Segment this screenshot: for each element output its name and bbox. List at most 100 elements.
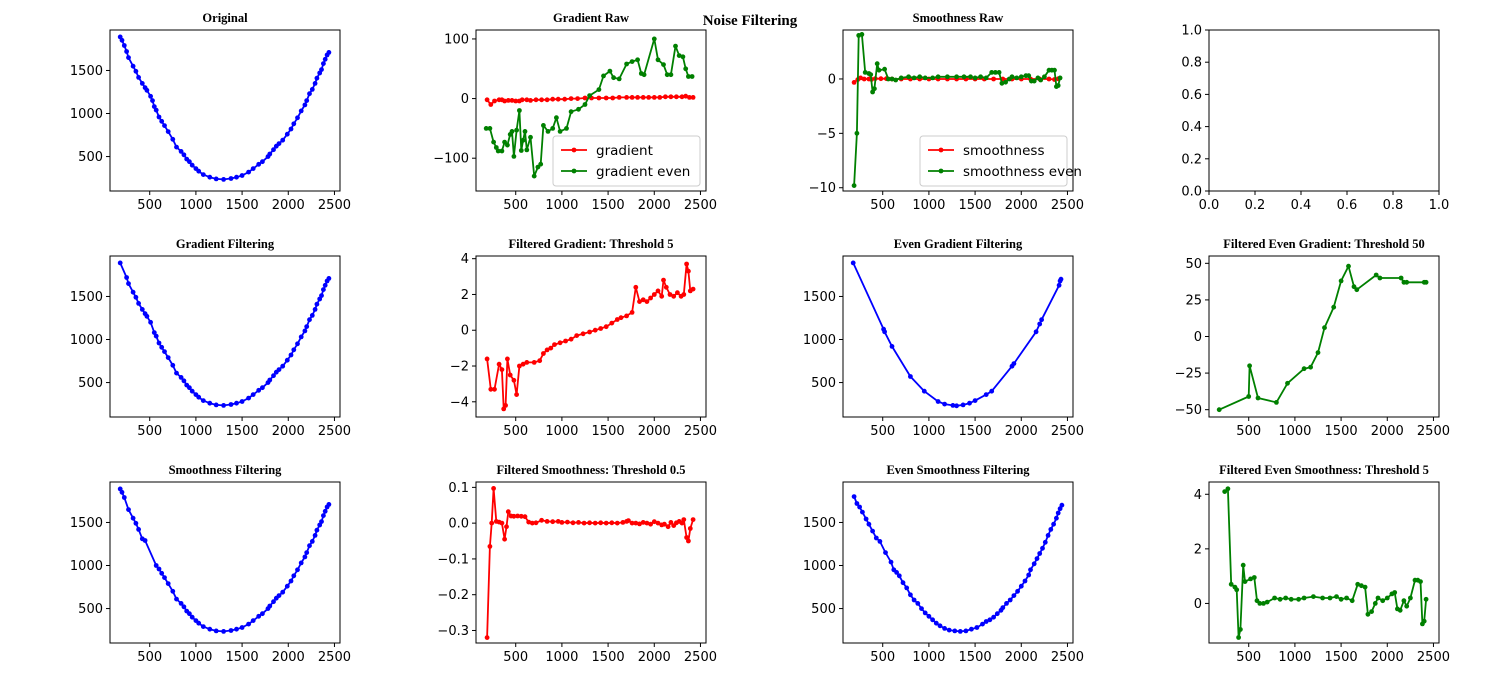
data-point — [657, 95, 663, 100]
data-point — [563, 338, 568, 344]
data-point — [1365, 611, 1371, 617]
data-point — [491, 139, 496, 145]
data-point — [492, 386, 497, 392]
data-point — [640, 297, 646, 303]
data-point — [541, 123, 546, 128]
data-point — [1296, 596, 1301, 602]
subplot-filtered-even-gradient: Filtered Even Gradient: Threshold 50 500… — [1175, 237, 1450, 439]
series-line — [486, 263, 694, 410]
data-point — [1248, 576, 1253, 582]
data-point — [1257, 601, 1263, 606]
data-point — [1338, 278, 1344, 284]
data-point — [142, 538, 148, 543]
data-point — [304, 98, 310, 103]
data-point — [633, 520, 639, 526]
legend-label: gradient — [596, 143, 653, 159]
data-point — [609, 520, 615, 526]
data-point — [280, 137, 286, 143]
data-point — [963, 628, 969, 634]
figure-suptitle: Noise Filtering — [703, 13, 798, 29]
data-point — [1359, 583, 1364, 589]
data-point — [121, 43, 127, 48]
y-tick-label: −4 — [450, 395, 469, 410]
data-point — [213, 628, 219, 634]
data-point — [648, 521, 653, 527]
data-point — [661, 277, 666, 283]
data-point — [250, 392, 256, 397]
x-tick-label: 500 — [1236, 424, 1261, 439]
data-point — [499, 148, 505, 154]
x-tick-label: 1500 — [592, 198, 625, 213]
x-tick-label: 2000 — [1005, 650, 1038, 665]
data-point — [178, 375, 184, 380]
data-point — [483, 125, 489, 131]
data-point — [972, 398, 978, 403]
data-point — [524, 360, 530, 365]
subplot-filtered-gradient: Filtered Gradient: Threshold 5 500 1000 15… — [450, 237, 717, 439]
data-point — [557, 340, 563, 346]
series-red — [484, 261, 696, 412]
data-point — [1397, 607, 1403, 613]
data-point — [200, 172, 206, 178]
data-point — [1031, 561, 1037, 567]
y-tick-label: 0.0 — [448, 517, 469, 532]
data-point — [1240, 562, 1246, 568]
x-tick-label: 0.4 — [1291, 198, 1312, 213]
data-point — [868, 72, 874, 77]
data-point — [894, 570, 899, 575]
series-blue — [117, 486, 332, 634]
data-point — [319, 67, 324, 72]
data-point — [576, 106, 581, 112]
data-point — [651, 95, 657, 100]
data-point — [170, 588, 176, 594]
data-point — [517, 363, 522, 369]
subplot-even-gradient-filtering: Even Gradient Filtering 500 1000 1500 2000 2… — [803, 237, 1084, 439]
data-point — [288, 126, 294, 132]
data-point — [260, 159, 265, 165]
data-point — [298, 560, 304, 566]
data-point — [1331, 304, 1337, 310]
data-point — [555, 96, 561, 102]
data-point — [1261, 601, 1266, 606]
data-point — [683, 66, 689, 72]
data-point — [1236, 635, 1241, 640]
x-tick-label: 2500 — [318, 424, 351, 439]
data-point — [207, 400, 213, 406]
subplot-title: Smoothness Raw — [913, 11, 1004, 25]
data-point — [1392, 590, 1398, 595]
data-point — [545, 129, 551, 134]
data-point — [908, 374, 913, 379]
data-point — [517, 108, 522, 113]
data-point — [234, 400, 239, 406]
x-tick-label: 500 — [503, 198, 528, 213]
data-point — [181, 378, 187, 384]
y-tick-label: 1000 — [70, 107, 103, 122]
axes-frame — [475, 255, 707, 418]
x-tick-label: 1000 — [912, 650, 945, 665]
data-point — [505, 98, 511, 103]
x-tick-label: 1000 — [545, 198, 578, 213]
data-point — [162, 575, 167, 580]
x-tick-label: 2500 — [684, 424, 717, 439]
data-point — [314, 301, 320, 307]
data-point — [1000, 605, 1006, 611]
data-point — [487, 544, 493, 549]
x-tick-label: 0.2 — [1245, 198, 1266, 213]
data-point — [1003, 79, 1008, 85]
data-point — [314, 527, 320, 533]
data-point — [250, 618, 256, 623]
y-tick-label: 0 — [1194, 330, 1202, 345]
y-tick-label: 0.4 — [1181, 120, 1202, 135]
data-point — [239, 625, 245, 630]
data-point — [124, 275, 129, 280]
data-point — [991, 76, 996, 82]
data-point — [1228, 581, 1234, 587]
data-point — [1234, 587, 1240, 593]
x-tick-label: 2500 — [1051, 198, 1084, 213]
data-point — [1334, 594, 1339, 599]
data-point — [690, 95, 696, 100]
data-point — [539, 97, 544, 103]
data-point — [136, 301, 142, 306]
data-point — [221, 177, 227, 182]
data-point — [1301, 595, 1307, 601]
